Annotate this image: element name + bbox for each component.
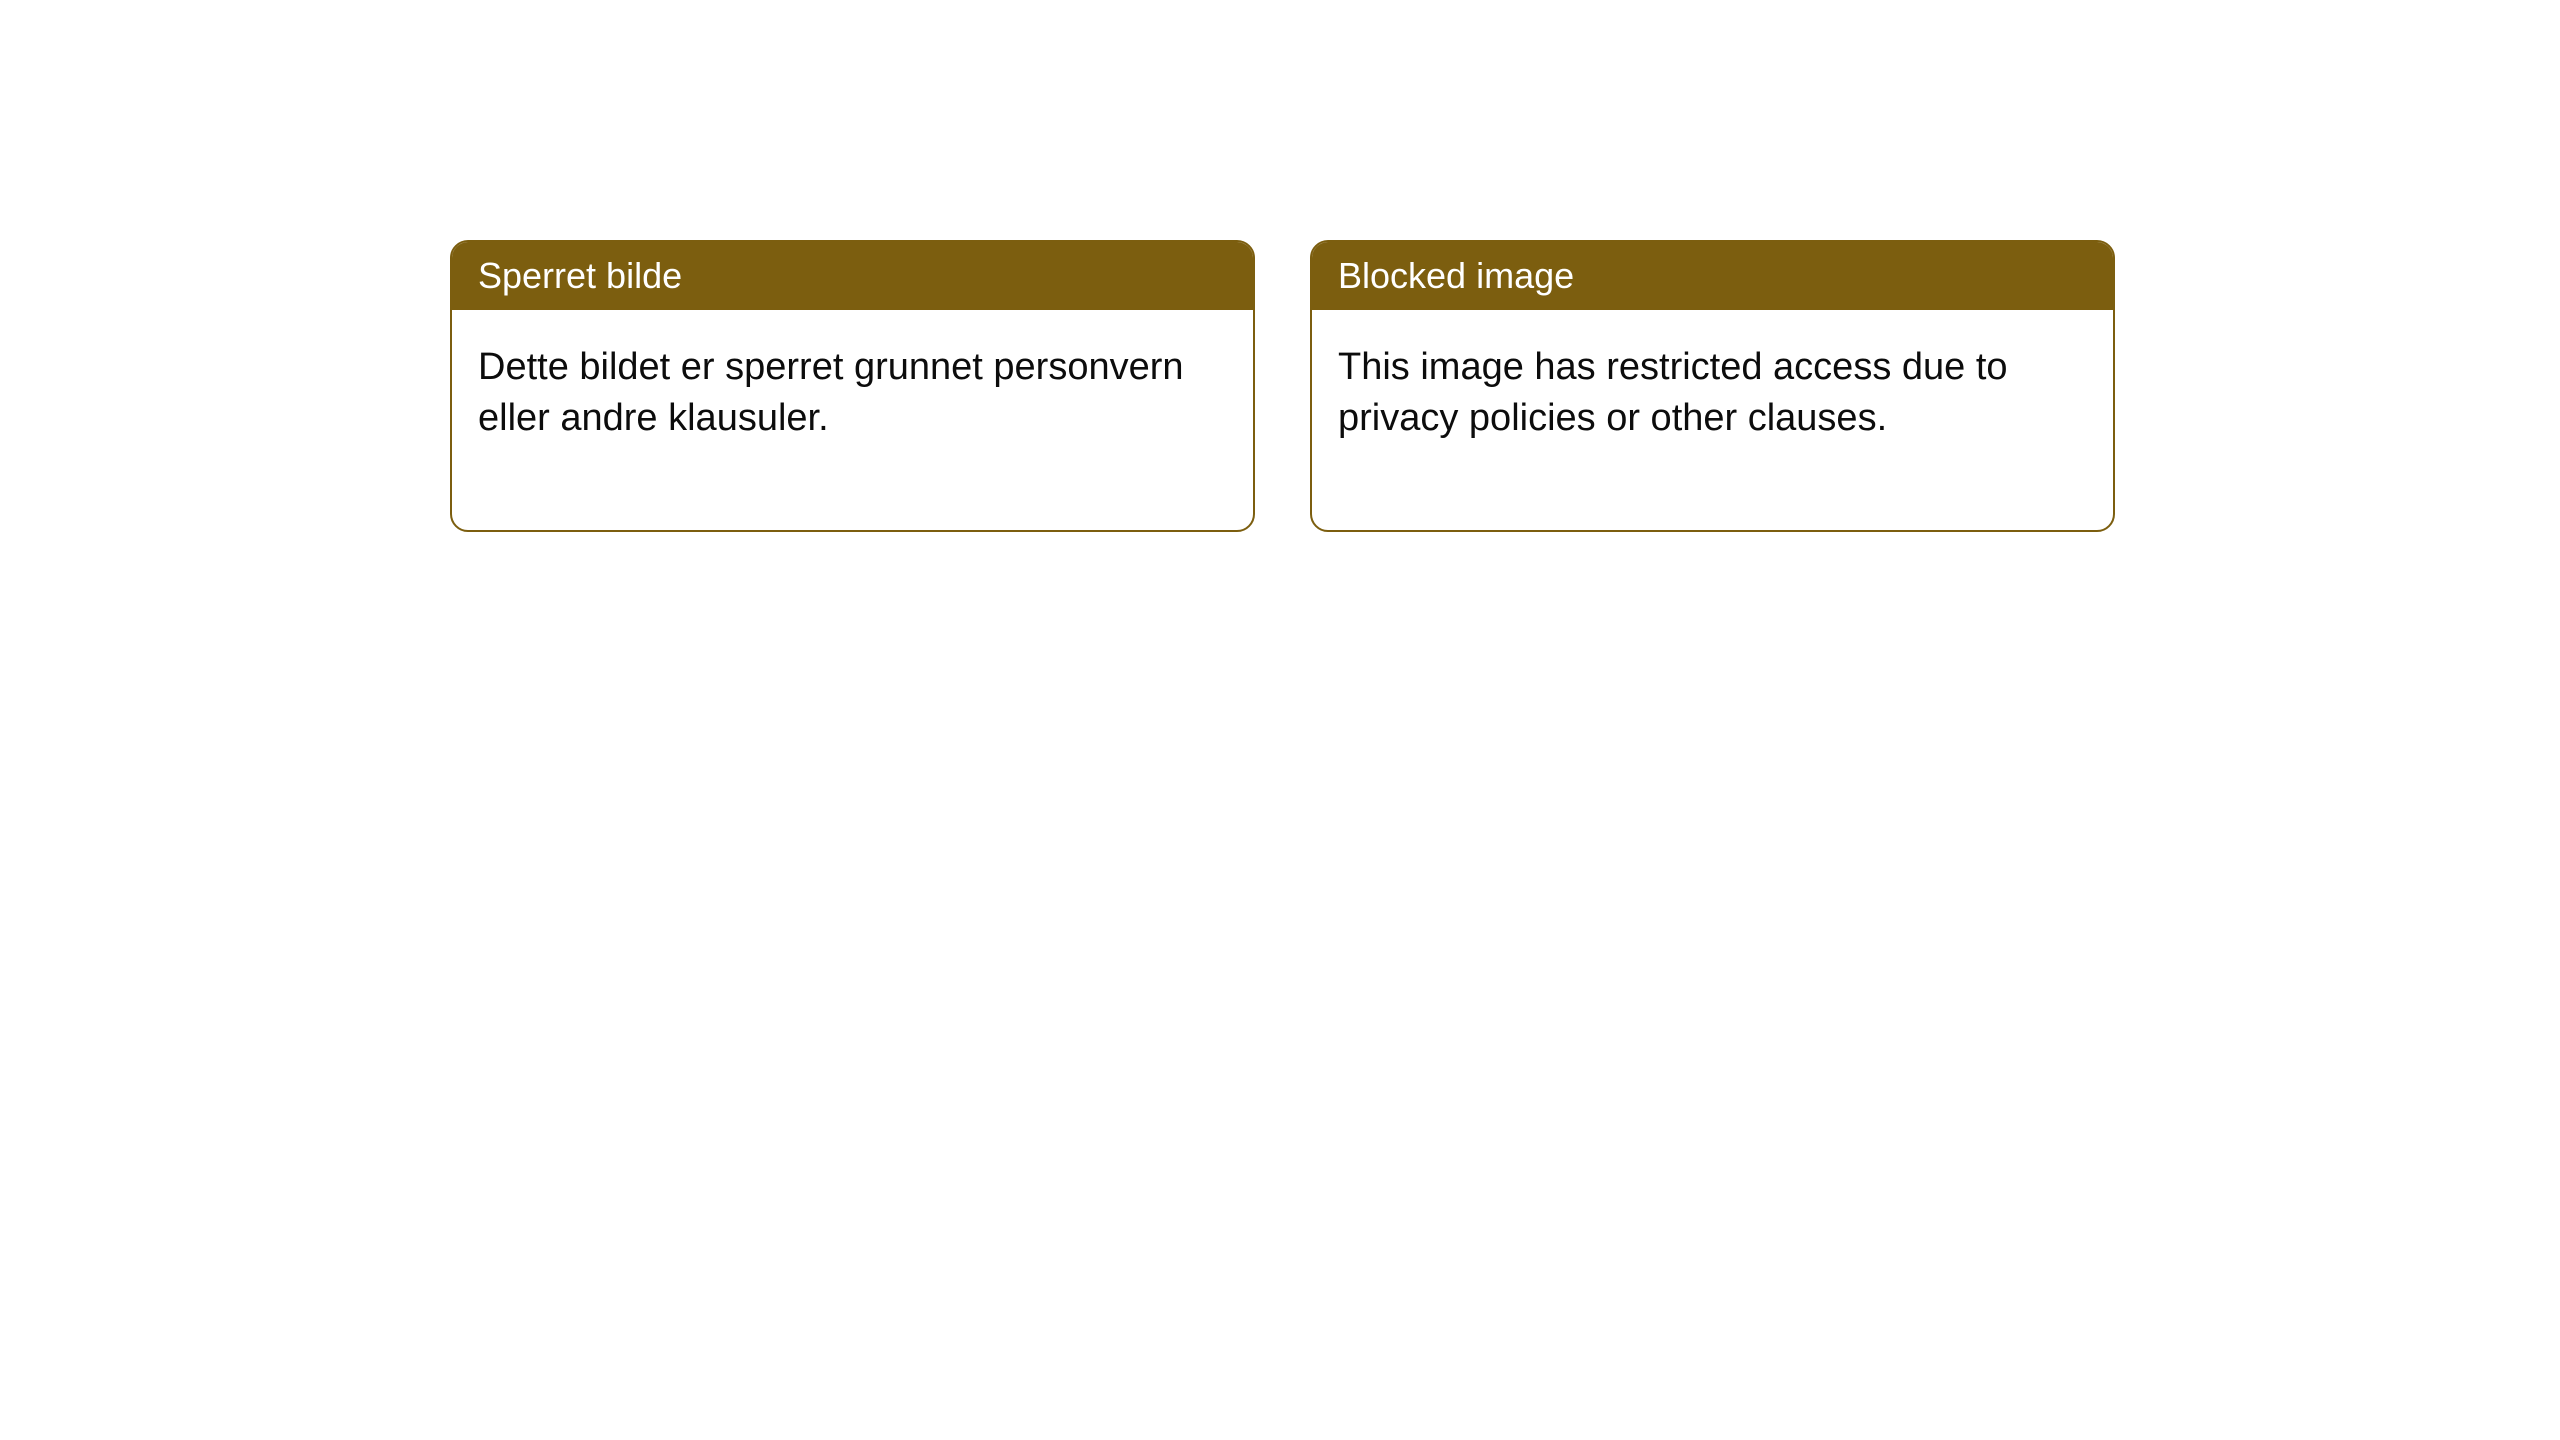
blocked-image-card-no: Sperret bilde Dette bildet er sperret gr… — [450, 240, 1255, 532]
card-title: Sperret bilde — [478, 255, 682, 296]
card-body: Dette bildet er sperret grunnet personve… — [452, 310, 1253, 530]
card-body: This image has restricted access due to … — [1312, 310, 2113, 530]
card-body-text: This image has restricted access due to … — [1338, 346, 2008, 439]
blocked-image-card-en: Blocked image This image has restricted … — [1310, 240, 2115, 532]
cards-container: Sperret bilde Dette bildet er sperret gr… — [0, 0, 2560, 532]
card-body-text: Dette bildet er sperret grunnet personve… — [478, 346, 1184, 439]
card-title: Blocked image — [1338, 255, 1574, 296]
card-header: Sperret bilde — [452, 242, 1253, 310]
card-header: Blocked image — [1312, 242, 2113, 310]
